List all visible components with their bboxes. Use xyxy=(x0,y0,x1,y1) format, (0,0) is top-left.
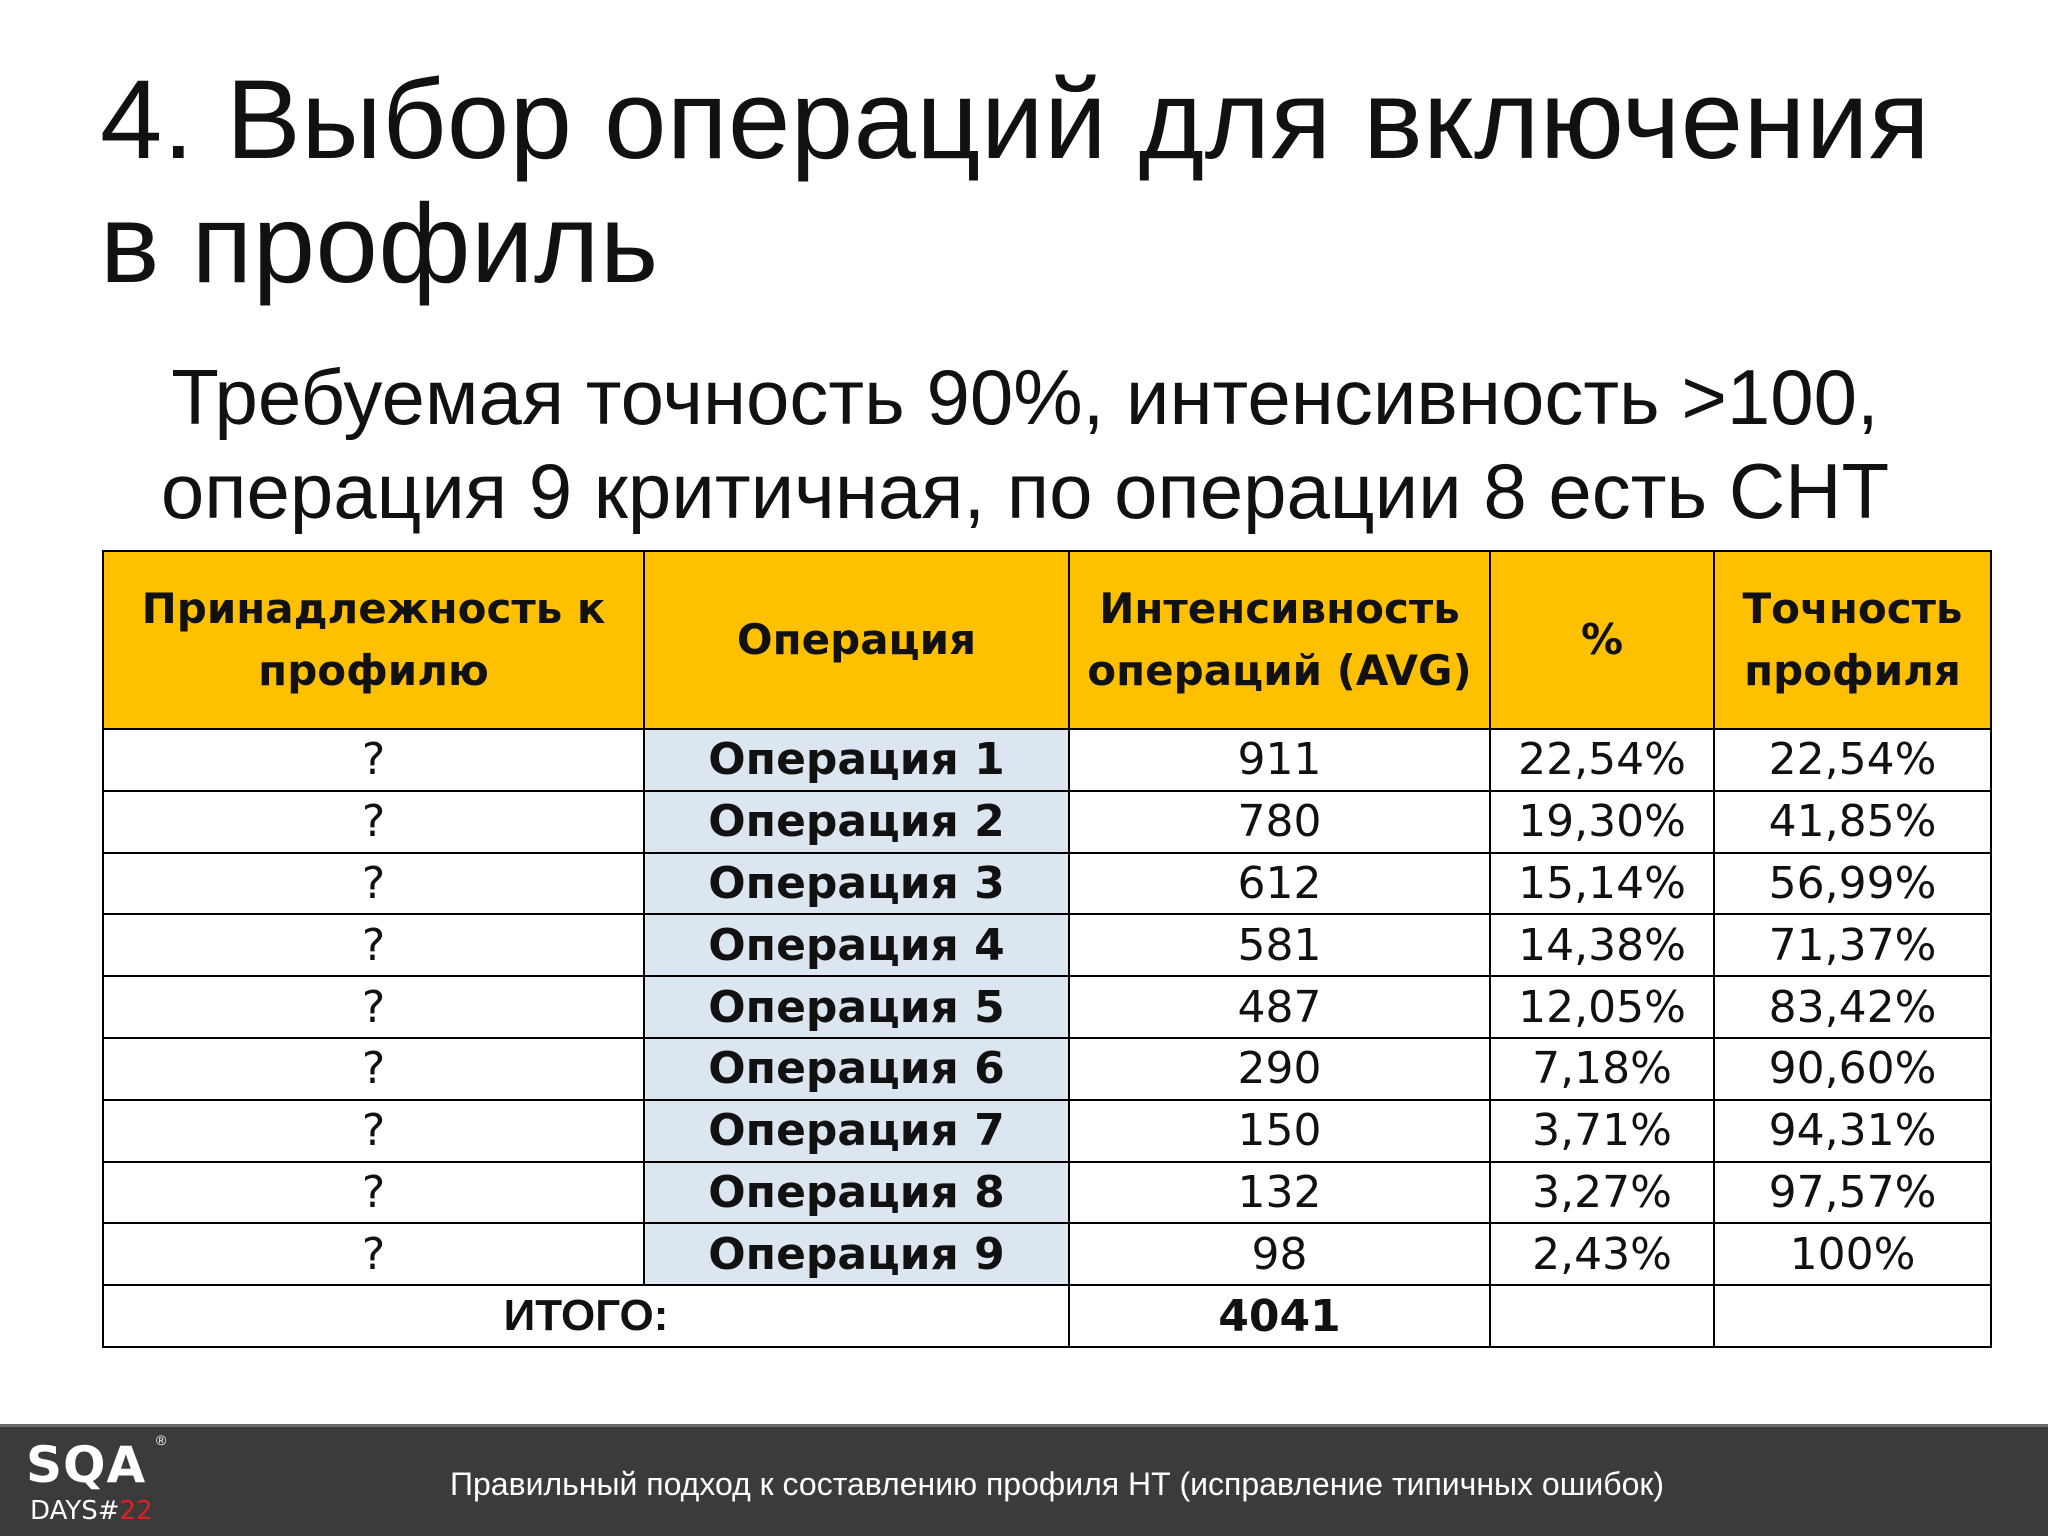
membership-cell: ? xyxy=(102,1036,645,1101)
intensity-cell: 290 xyxy=(1068,1036,1491,1101)
intensity-cell: 780 xyxy=(1068,789,1491,854)
table-row: ? Операция 8 132 3,27% 97,57% xyxy=(102,1160,1992,1225)
accuracy-cell: 94,31% xyxy=(1713,1098,1992,1163)
percent-cell: 2,43% xyxy=(1489,1222,1715,1287)
registered-mark-icon: ® xyxy=(156,1432,167,1448)
operation-cell: Операция 7 xyxy=(643,1098,1070,1163)
membership-cell: ? xyxy=(102,851,645,916)
percent-cell: 15,14% xyxy=(1489,851,1715,916)
logo-days-text: DAYS#22 xyxy=(30,1496,153,1526)
total-accuracy-empty xyxy=(1713,1284,1992,1348)
operation-cell: Операция 9 xyxy=(643,1222,1070,1287)
accuracy-cell: 22,54% xyxy=(1713,728,1992,792)
slide-title-line-2: в профиль xyxy=(100,181,659,306)
percent-cell: 19,30% xyxy=(1489,789,1715,854)
logo-days-label: DAYS# xyxy=(30,1496,120,1526)
operations-table: Принадлежность к профилю Операция Интенс… xyxy=(102,550,1992,1348)
table-row: ? Операция 5 487 12,05% 83,42% xyxy=(102,975,1992,1039)
table-row: ? Операция 6 290 7,18% 90,60% xyxy=(102,1036,1992,1101)
header-membership: Принадлежность к профилю xyxy=(102,550,645,730)
percent-cell: 22,54% xyxy=(1489,728,1715,792)
header-accuracy: Точность профиля xyxy=(1713,550,1992,730)
sqa-days-logo: SQA ® DAYS#22 xyxy=(26,1432,186,1532)
accuracy-cell: 97,57% xyxy=(1713,1160,1992,1225)
accuracy-cell: 83,42% xyxy=(1713,975,1992,1039)
membership-cell: ? xyxy=(102,1222,645,1287)
slide-title-line-1: 4. Выбор операций для включения xyxy=(100,57,1931,182)
operation-cell: Операция 1 xyxy=(643,728,1070,792)
logo-sqa-text: SQA xyxy=(26,1436,147,1494)
table-row: ? Операция 3 612 15,14% 56,99% xyxy=(102,851,1992,916)
operation-cell: Операция 4 xyxy=(643,913,1070,978)
intensity-cell: 132 xyxy=(1068,1160,1491,1225)
intensity-cell: 911 xyxy=(1068,728,1491,792)
header-intensity: Интенсивность операций (AVG) xyxy=(1068,550,1491,730)
percent-cell: 7,18% xyxy=(1489,1036,1715,1101)
table-header-row: Принадлежность к профилю Операция Интенс… xyxy=(102,550,1992,730)
header-operation: Операция xyxy=(643,550,1070,730)
accuracy-cell: 56,99% xyxy=(1713,851,1992,916)
table-row: ? Операция 7 150 3,71% 94,31% xyxy=(102,1098,1992,1163)
header-percent: % xyxy=(1489,550,1715,730)
percent-cell: 3,27% xyxy=(1489,1160,1715,1225)
intensity-cell: 150 xyxy=(1068,1098,1491,1163)
operation-cell: Операция 6 xyxy=(643,1036,1070,1101)
intensity-cell: 487 xyxy=(1068,975,1491,1039)
percent-cell: 14,38% xyxy=(1489,913,1715,978)
operation-cell: Операция 2 xyxy=(643,789,1070,854)
footer-caption: Правильный подход к составлению профиля … xyxy=(450,1466,1665,1502)
membership-cell: ? xyxy=(102,1098,645,1163)
total-value: 4041 xyxy=(1068,1284,1491,1348)
table-row: ? Операция 9 98 2,43% 100% xyxy=(102,1222,1992,1287)
slide-footer: SQA ® DAYS#22 Правильный подход к состав… xyxy=(0,1424,2048,1536)
subtitle-line-1: Требуемая точность 90%, интенсивность >1… xyxy=(171,353,1879,441)
subtitle-line-2: операция 9 критичная, по операции 8 есть… xyxy=(160,447,1890,535)
percent-cell: 12,05% xyxy=(1489,975,1715,1039)
logo-days-number: 22 xyxy=(119,1496,153,1526)
operation-cell: Операция 8 xyxy=(643,1160,1070,1225)
percent-cell: 3,71% xyxy=(1489,1098,1715,1163)
slide-subtitle: Требуемая точность 90%, интенсивность >1… xyxy=(60,350,1990,538)
accuracy-cell: 100% xyxy=(1713,1222,1992,1287)
table-row: ? Операция 2 780 19,30% 41,85% xyxy=(102,789,1992,854)
intensity-cell: 98 xyxy=(1068,1222,1491,1287)
accuracy-cell: 71,37% xyxy=(1713,913,1992,978)
membership-cell: ? xyxy=(102,913,645,978)
membership-cell: ? xyxy=(102,728,645,792)
accuracy-cell: 90,60% xyxy=(1713,1036,1992,1101)
operation-cell: Операция 5 xyxy=(643,975,1070,1039)
operation-cell: Операция 3 xyxy=(643,851,1070,916)
membership-cell: ? xyxy=(102,975,645,1039)
total-percent-empty xyxy=(1489,1284,1715,1348)
accuracy-cell: 41,85% xyxy=(1713,789,1992,854)
total-label: ИТОГО: xyxy=(102,1284,1070,1348)
table-row: ? Операция 4 581 14,38% 71,37% xyxy=(102,913,1992,978)
table-row: ? Операция 1 911 22,54% 22,54% xyxy=(102,728,1992,792)
membership-cell: ? xyxy=(102,789,645,854)
slide-title: 4. Выбор операций для включения в профил… xyxy=(100,58,2000,306)
table-total-row: ИТОГО: 4041 xyxy=(102,1284,1992,1348)
membership-cell: ? xyxy=(102,1160,645,1225)
intensity-cell: 612 xyxy=(1068,851,1491,916)
intensity-cell: 581 xyxy=(1068,913,1491,978)
footer-divider xyxy=(0,1424,2048,1427)
